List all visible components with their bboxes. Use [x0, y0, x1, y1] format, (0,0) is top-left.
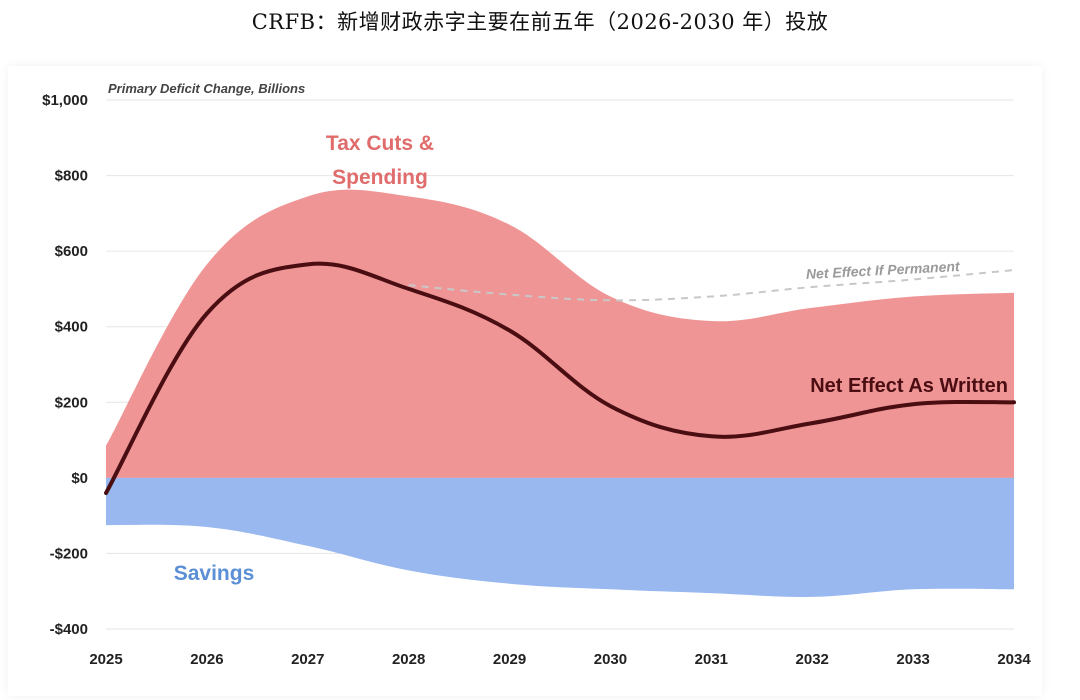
annotation-net-if-permanent: Net Effect If Permanent — [806, 258, 962, 282]
annotation-net-as-written: Net Effect As Written — [810, 375, 1008, 397]
savings-area — [106, 477, 1014, 598]
x-tick-label: 2034 — [997, 651, 1031, 668]
y-tick-label: -$200 — [50, 545, 88, 562]
net-effect-as-written-line — [104, 261, 1016, 495]
annotation-savings: Savings — [174, 562, 255, 585]
y-tick-label: $1,000 — [42, 92, 88, 109]
chart-frame: $1,000 $800 $600 $400 $200 $0 -$200 -$400 2025 20… — [8, 66, 1042, 696]
y-tick-label: $600 — [55, 243, 88, 260]
annotation-tax-cuts-line2: Spending — [332, 166, 428, 189]
x-tick-label: 2027 — [291, 651, 324, 668]
y-tick-label: $200 — [55, 394, 88, 411]
y-tick-label: -$400 — [50, 621, 88, 638]
x-tick-label: 2029 — [493, 651, 526, 668]
x-tick-label: 2032 — [796, 651, 829, 668]
net-effect-if-permanent-line — [408, 269, 1015, 302]
annotation-tax-cuts-line1: Tax Cuts & — [326, 132, 434, 155]
x-tick-label: 2028 — [392, 651, 425, 668]
chart-subtitle: Primary Deficit Change, Billions — [108, 81, 305, 96]
x-tick-label: 2033 — [896, 651, 929, 668]
x-tick-label: 2030 — [594, 651, 627, 668]
x-tick-label: 2025 — [89, 651, 122, 668]
y-tick-label: $800 — [55, 168, 88, 185]
y-tick-label: $0 — [71, 470, 88, 487]
page-title: CRFB：新增财政赤字主要在前五年（2026-2030 年）投放 — [251, 10, 829, 34]
line-layer — [104, 261, 1016, 495]
x-tick-label: 2031 — [695, 651, 728, 668]
tax-cuts-spending-area — [106, 189, 1014, 478]
x-tick-label: 2026 — [190, 651, 223, 668]
area-layer — [106, 189, 1014, 598]
y-tick-label: $400 — [55, 319, 88, 336]
